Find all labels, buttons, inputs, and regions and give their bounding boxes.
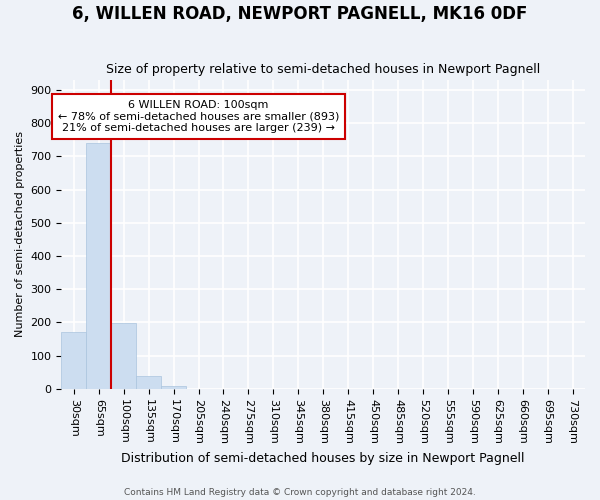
Text: 6 WILLEN ROAD: 100sqm
← 78% of semi-detached houses are smaller (893)
21% of sem: 6 WILLEN ROAD: 100sqm ← 78% of semi-deta…	[58, 100, 339, 133]
X-axis label: Distribution of semi-detached houses by size in Newport Pagnell: Distribution of semi-detached houses by …	[121, 452, 525, 465]
Bar	[61, 332, 86, 389]
Title: Size of property relative to semi-detached houses in Newport Pagnell: Size of property relative to semi-detach…	[106, 63, 541, 76]
Y-axis label: Number of semi-detached properties: Number of semi-detached properties	[15, 132, 25, 338]
Bar	[136, 376, 161, 389]
Bar	[161, 386, 186, 389]
Bar	[86, 143, 111, 389]
Text: Contains HM Land Registry data © Crown copyright and database right 2024.: Contains HM Land Registry data © Crown c…	[124, 488, 476, 497]
Bar	[111, 324, 136, 389]
Text: 6, WILLEN ROAD, NEWPORT PAGNELL, MK16 0DF: 6, WILLEN ROAD, NEWPORT PAGNELL, MK16 0D…	[73, 5, 527, 23]
